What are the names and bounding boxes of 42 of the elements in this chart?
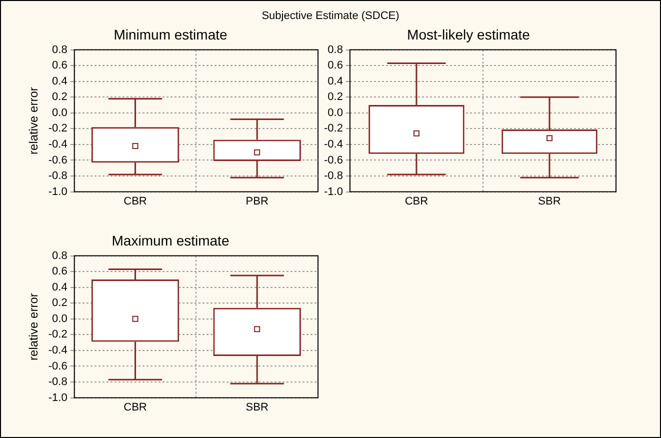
y-axis-title: relative error [26, 293, 41, 360]
x-tick-label: CBR [404, 195, 428, 208]
y-tick-label: 0.4 [52, 281, 68, 294]
y-tick-label: -0.8 [48, 170, 68, 182]
y-tick-label: -0.4 [48, 138, 68, 150]
y-tick-label: 0.0 [328, 106, 343, 119]
x-tick-label: CBR [124, 401, 147, 414]
x-tick-label: SBR [538, 195, 561, 208]
y-tick-label: -0.4 [48, 344, 68, 356]
y-tick-label: 0.0 [52, 312, 68, 325]
y-tick-label: -0.2 [48, 122, 68, 135]
chart-title: Most-likely estimate [407, 26, 530, 42]
y-tick-label: -0.2 [324, 122, 343, 135]
y-tick-label: -0.2 [48, 328, 68, 341]
y-axis-title: relative error [26, 87, 41, 154]
x-tick-label: SBR [246, 401, 268, 414]
y-tick-label: -0.6 [324, 154, 343, 166]
chart-title: Minimum estimate [114, 26, 228, 42]
y-tick-label: -0.8 [324, 170, 343, 182]
chart-title: Maximum estimate [112, 232, 230, 248]
y-tick-label: -1.0 [48, 186, 68, 198]
y-tick-label: 0.4 [52, 75, 68, 88]
y-tick-label: 0.6 [52, 60, 68, 72]
y-tick-label: -0.4 [324, 138, 343, 150]
y-tick-label: -0.8 [48, 376, 68, 388]
y-tick-label: 0.6 [328, 60, 343, 72]
y-tick-label: 0.8 [328, 44, 343, 56]
y-tick-label: -0.6 [48, 154, 68, 166]
y-tick-label: 0.2 [328, 91, 343, 104]
text: Subjective Estimate (SDCE) [260, 10, 400, 22]
y-tick-label: 0.6 [52, 266, 68, 278]
y-tick-label: -1.0 [324, 186, 343, 198]
y-tick-label: 0.0 [52, 106, 68, 119]
y-tick-label: 0.2 [52, 297, 68, 310]
y-tick-label: 0.2 [52, 91, 68, 104]
y-tick-label: 0.4 [328, 75, 343, 88]
y-tick-label: -0.6 [48, 360, 68, 372]
x-tick-label: CBR [124, 195, 147, 208]
y-tick-label: 0.8 [52, 44, 68, 56]
y-tick-label: 0.8 [52, 250, 68, 262]
y-tick-label: -1.0 [48, 392, 68, 404]
x-tick-label: PBR [246, 195, 268, 208]
